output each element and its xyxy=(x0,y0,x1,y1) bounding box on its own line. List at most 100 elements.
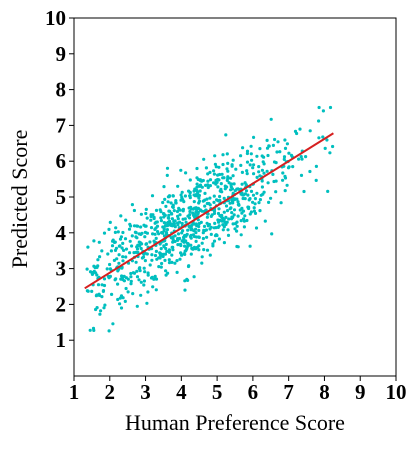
scatter-point xyxy=(265,169,269,173)
scatter-point xyxy=(214,233,218,237)
scatter-point xyxy=(314,178,318,182)
scatter-point xyxy=(113,240,117,244)
scatter-point xyxy=(162,221,166,225)
scatter-point xyxy=(184,220,188,224)
scatter-point xyxy=(130,234,134,238)
scatter-point xyxy=(166,271,170,275)
scatter-point xyxy=(219,182,223,186)
scatter-point xyxy=(216,211,221,216)
scatter-point xyxy=(245,160,250,164)
scatter-point xyxy=(224,204,229,208)
scatter-point xyxy=(245,218,249,223)
scatter-point xyxy=(149,218,153,222)
scatter-point xyxy=(206,185,210,190)
scatter-point xyxy=(232,208,237,212)
scatter-point xyxy=(176,217,180,221)
scatter-point xyxy=(135,236,139,240)
scatter-point xyxy=(224,133,228,137)
scatter-point xyxy=(233,227,237,231)
scatter-point xyxy=(171,203,175,207)
scatter-point xyxy=(328,105,333,110)
scatter-point xyxy=(185,277,189,281)
scatter-point xyxy=(124,218,128,222)
scatter-point xyxy=(275,150,279,154)
scatter-point xyxy=(86,289,90,293)
scatter-point xyxy=(195,245,199,249)
scatter-point xyxy=(109,249,113,253)
scatter-point xyxy=(229,188,233,192)
scatter-point xyxy=(265,138,269,142)
scatter-point xyxy=(299,173,304,177)
scatter-point xyxy=(190,246,194,250)
scatter-point xyxy=(152,277,156,281)
scatter-point xyxy=(231,222,235,226)
scatter-point xyxy=(183,252,187,256)
scatter-point xyxy=(212,172,216,176)
scatter-point xyxy=(155,220,159,224)
scatter-point xyxy=(124,286,128,291)
scatter-point xyxy=(220,172,224,176)
scatter-point xyxy=(152,239,156,243)
scatter-point xyxy=(113,230,117,234)
scatter-point xyxy=(98,255,102,259)
scatter-point xyxy=(172,209,176,213)
scatter-point xyxy=(298,127,302,131)
scatter-point xyxy=(241,146,245,150)
scatter-point xyxy=(151,213,155,217)
scatter-point xyxy=(267,144,271,148)
scatter-point xyxy=(153,274,157,278)
scatter-point xyxy=(121,278,125,282)
scatter-point xyxy=(226,169,230,173)
scatter-point xyxy=(326,189,330,193)
scatter-point xyxy=(203,204,207,208)
scatter-point xyxy=(224,215,228,219)
scatter-point xyxy=(226,175,230,179)
scatter-point xyxy=(132,251,136,255)
scatter-point xyxy=(261,160,265,164)
scatter-point xyxy=(121,259,125,263)
scatter-point xyxy=(183,233,187,238)
scatter-point xyxy=(163,224,167,228)
scatter-point xyxy=(144,207,148,211)
scatter-point xyxy=(166,223,170,227)
scatter-point xyxy=(240,206,244,210)
scatter-point xyxy=(162,185,166,189)
scatter-point xyxy=(157,232,161,236)
scatter-point xyxy=(179,193,183,197)
scatter-point xyxy=(317,119,321,123)
scatter-point xyxy=(188,190,192,194)
scatter-point xyxy=(206,172,210,176)
scatter-point xyxy=(225,152,229,156)
scatter-point xyxy=(155,224,160,228)
scatter-point xyxy=(142,252,146,256)
scatter-point xyxy=(213,221,217,225)
scatter-point xyxy=(283,189,287,193)
scatter-point xyxy=(281,171,285,175)
scatter-point xyxy=(263,219,267,223)
scatter-point xyxy=(221,153,225,157)
scatter-point xyxy=(167,209,171,213)
scatter-point xyxy=(170,217,174,221)
scatter-point xyxy=(212,239,217,243)
scatter-point xyxy=(178,213,182,217)
scatter-point xyxy=(92,264,96,268)
fit-line xyxy=(84,132,334,290)
scatter-point xyxy=(158,252,162,257)
scatter-point xyxy=(204,166,208,170)
scatter-point xyxy=(167,195,171,199)
scatter-point xyxy=(273,137,277,142)
scatter-point xyxy=(118,302,122,306)
scatter-point xyxy=(170,245,174,249)
scatter-point xyxy=(207,222,212,227)
scatter-point xyxy=(151,285,155,289)
scatter-point xyxy=(153,253,158,258)
scatter-point xyxy=(249,152,253,156)
scatter-point xyxy=(153,227,157,231)
scatter-point xyxy=(144,211,148,216)
scatter-point xyxy=(137,232,141,236)
scatter-point xyxy=(212,226,216,230)
scatter-point xyxy=(102,231,107,235)
scatter-point xyxy=(154,236,158,240)
scatter-point xyxy=(130,203,134,207)
